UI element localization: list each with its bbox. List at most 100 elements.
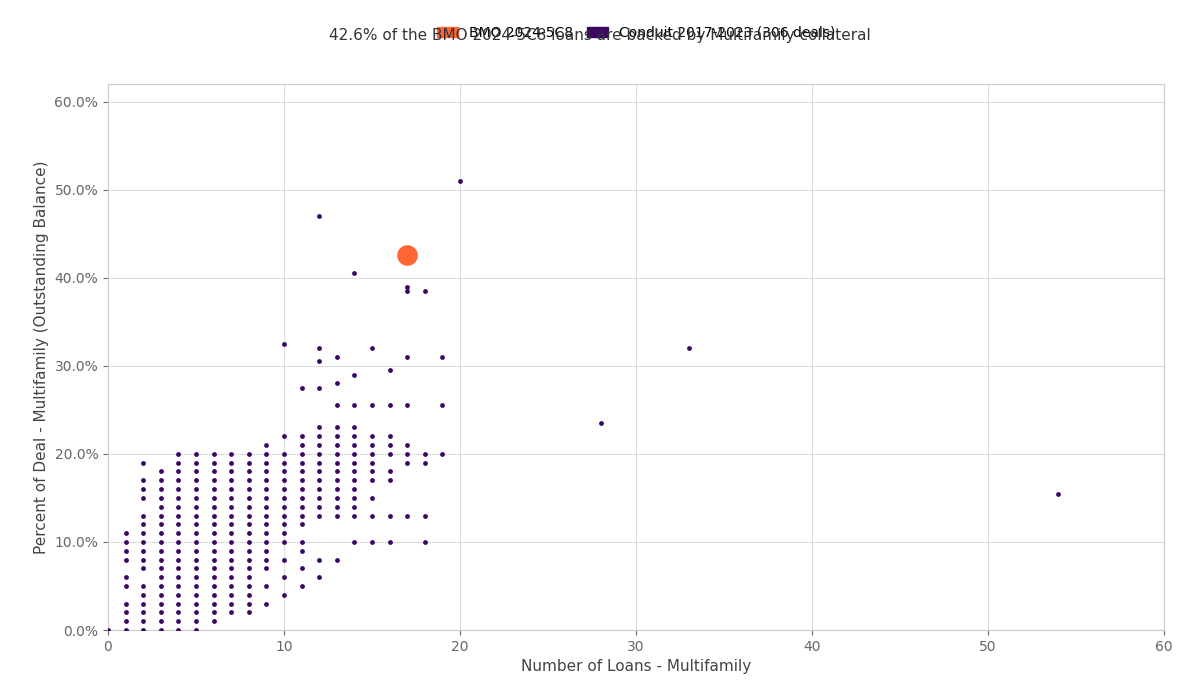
Point [362,510,382,521]
Point [133,457,152,468]
Point [275,475,294,486]
Point [275,484,294,495]
Point [169,554,188,565]
Point [292,440,311,451]
Point [204,607,223,618]
Point [275,528,294,539]
Point [133,580,152,592]
Point [450,175,469,186]
Point [116,554,136,565]
Point [169,545,188,557]
Point [328,484,347,495]
Point [169,484,188,495]
Point [239,598,258,609]
Point [222,580,241,592]
Point [169,475,188,486]
Point [380,510,400,521]
Point [380,400,400,411]
Point [239,519,258,530]
Point [116,615,136,626]
Point [310,430,329,442]
Point [257,598,276,609]
Point [310,342,329,354]
Point [186,475,205,486]
Point [344,501,364,512]
Point [186,528,205,539]
Point [151,615,170,626]
Point [380,475,400,486]
Point [257,563,276,574]
Point [169,580,188,592]
Point [328,501,347,512]
Point [257,466,276,477]
Point [292,457,311,468]
Point [116,572,136,583]
Point [310,211,329,222]
Point [257,448,276,459]
Point [328,475,347,486]
Point [133,624,152,636]
Point [204,519,223,530]
Point [344,466,364,477]
Point [257,545,276,557]
Point [239,501,258,512]
Point [116,528,136,539]
Point [204,545,223,557]
Point [151,589,170,601]
Point [169,615,188,626]
Point [151,563,170,574]
Point [310,572,329,583]
Point [222,607,241,618]
Point [397,440,416,451]
Point [292,382,311,393]
Point [186,457,205,468]
Point [204,501,223,512]
Point [257,492,276,503]
Point [275,448,294,459]
Point [310,457,329,468]
Point [186,501,205,512]
Point [222,466,241,477]
Point [344,440,364,451]
Point [151,510,170,521]
Point [292,580,311,592]
Point [169,457,188,468]
Point [415,286,434,297]
Point [328,466,347,477]
Point [380,365,400,376]
Point [592,417,611,428]
Point [116,607,136,618]
Point [275,554,294,565]
Point [344,510,364,521]
Point [380,430,400,442]
Point [362,400,382,411]
Point [204,554,223,565]
Point [328,554,347,565]
Point [292,536,311,547]
X-axis label: Number of Loans - Multifamily: Number of Loans - Multifamily [521,659,751,674]
Point [186,554,205,565]
Point [344,484,364,495]
Point [362,466,382,477]
Point [292,510,311,521]
Point [397,249,416,260]
Point [239,457,258,468]
Point [415,448,434,459]
Point [186,624,205,636]
Point [222,572,241,583]
Point [380,448,400,459]
Point [186,598,205,609]
Point [169,598,188,609]
Point [133,563,152,574]
Point [275,536,294,547]
Point [257,519,276,530]
Point [380,440,400,451]
Point [169,528,188,539]
Point [344,369,364,380]
Point [397,457,416,468]
Point [328,457,347,468]
Point [133,589,152,601]
Point [151,475,170,486]
Point [239,554,258,565]
Point [344,457,364,468]
